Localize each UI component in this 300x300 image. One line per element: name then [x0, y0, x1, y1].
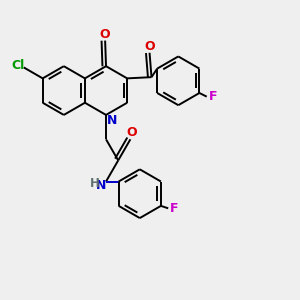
Text: O: O: [127, 126, 137, 139]
Text: O: O: [144, 40, 155, 53]
Text: Cl: Cl: [11, 59, 24, 72]
Text: N: N: [107, 114, 118, 127]
Text: F: F: [170, 202, 178, 215]
Text: N: N: [96, 179, 107, 193]
Text: H: H: [90, 177, 100, 190]
Text: F: F: [208, 90, 217, 103]
Text: O: O: [100, 28, 110, 40]
